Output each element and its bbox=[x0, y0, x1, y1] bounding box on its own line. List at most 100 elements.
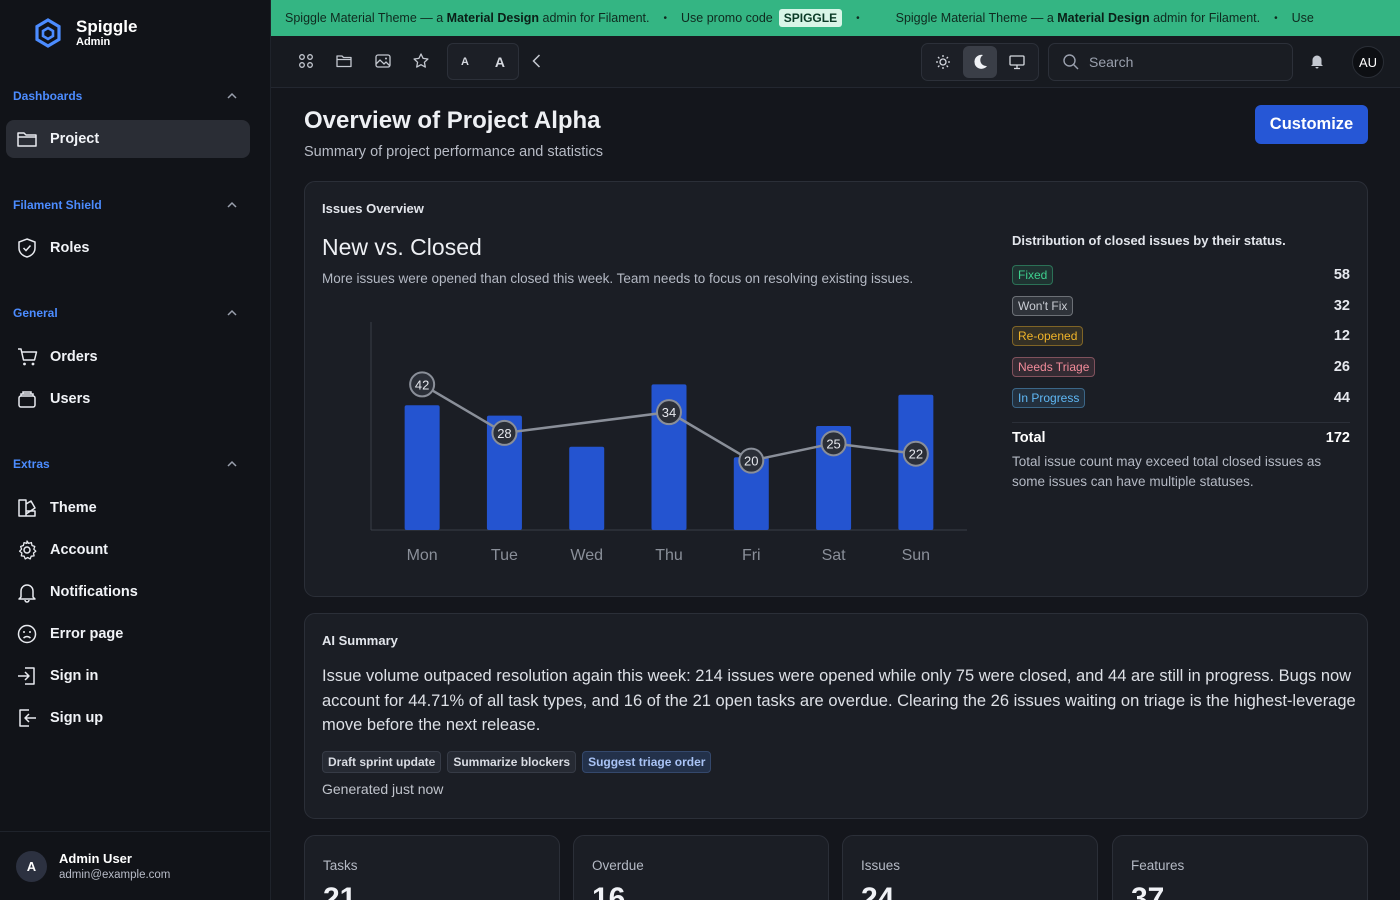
brand-name: Spiggle bbox=[76, 17, 138, 36]
sidebar-item-notifications[interactable]: Notifications bbox=[6, 573, 250, 611]
data-point bbox=[820, 430, 847, 457]
status-row: Needs Triage 26 bbox=[1012, 357, 1350, 378]
monitor-icon bbox=[1009, 55, 1025, 70]
data-label: 22 bbox=[909, 447, 923, 462]
bell-icon[interactable] bbox=[1309, 53, 1325, 69]
status-badge: Won't Fix bbox=[1012, 295, 1074, 316]
series-line-segment bbox=[668, 411, 752, 462]
sidebar-item-label: Roles bbox=[50, 240, 90, 256]
chart-title: New vs. Closed bbox=[322, 234, 482, 260]
search-box bbox=[1048, 43, 1293, 81]
gear-icon bbox=[18, 540, 37, 560]
font-large-button[interactable]: A bbox=[494, 53, 505, 70]
system-mode-button[interactable] bbox=[1000, 46, 1034, 78]
stat-card-issues[interactable]: Issues 24 bbox=[842, 835, 1098, 900]
sidebar-item-theme[interactable]: Theme bbox=[6, 489, 250, 527]
promo-banner[interactable]: Spiggle Material Theme — a Material Desi… bbox=[271, 0, 1400, 36]
user-menu[interactable]: A Admin User admin@example.com bbox=[0, 831, 271, 900]
banner-promo-text: Use promo code bbox=[681, 11, 773, 25]
group-header-general[interactable]: General bbox=[0, 303, 271, 323]
status-row: Won't Fix 32 bbox=[1012, 295, 1350, 316]
group-header-shield[interactable]: Filament Shield bbox=[0, 195, 271, 215]
chevron-left-icon[interactable] bbox=[528, 52, 546, 70]
status-badge: Needs Triage bbox=[1012, 357, 1096, 378]
stat-card-tasks[interactable]: Tasks 21 bbox=[304, 835, 560, 900]
dark-mode-button[interactable] bbox=[963, 46, 997, 78]
grid-icon[interactable] bbox=[297, 52, 315, 70]
banner-tail: Use bbox=[1291, 11, 1314, 25]
page-title: Overview of Project Alpha bbox=[304, 107, 601, 134]
chip-summarize-blockers[interactable]: Summarize blockers bbox=[447, 751, 577, 773]
group-header-extras[interactable]: Extras bbox=[0, 454, 271, 474]
ai-summary-text: Issue volume outpaced resolution again t… bbox=[322, 667, 1356, 734]
sidebar-item-account[interactable]: Account bbox=[6, 531, 250, 569]
data-label: 34 bbox=[662, 405, 676, 420]
x-tick-label: Tue bbox=[491, 547, 518, 564]
star-icon[interactable] bbox=[412, 52, 430, 70]
nav-group-shield: Filament Shield Roles bbox=[0, 195, 271, 267]
stat-label: Tasks bbox=[323, 858, 358, 873]
sidebar-item-project[interactable]: Project bbox=[6, 120, 250, 158]
customize-button[interactable]: Customize bbox=[1255, 105, 1368, 144]
chevron-up-icon[interactable] bbox=[227, 459, 237, 469]
x-tick-label: Mon bbox=[407, 547, 438, 564]
sidebar-item-sign-up[interactable]: Sign up bbox=[6, 699, 250, 737]
ai-summary-card: AI Summary Issue volume outpaced resolut… bbox=[304, 613, 1368, 819]
status-badge: Re-opened bbox=[1012, 326, 1084, 347]
group-header-dashboards[interactable]: Dashboards bbox=[0, 86, 271, 106]
data-point bbox=[902, 440, 929, 467]
image-icon[interactable] bbox=[374, 52, 392, 70]
chip-suggest-triage-order[interactable]: Suggest triage order bbox=[582, 751, 712, 773]
folder-icon[interactable] bbox=[335, 52, 353, 70]
chevron-up-icon[interactable] bbox=[227, 200, 237, 210]
sidebar-item-label: Error page bbox=[50, 626, 124, 642]
sidebar-item-error-page[interactable]: Error page bbox=[6, 615, 250, 653]
status-value: 58 bbox=[1333, 267, 1350, 283]
group-title: Extras bbox=[13, 457, 50, 471]
banner-message: Spiggle Material Theme — a Material Desi… bbox=[285, 11, 650, 25]
issues-overview-card: Issues Overview New vs. Closed More issu… bbox=[304, 181, 1368, 597]
bell-icon bbox=[18, 584, 36, 603]
status-row: Fixed 58 bbox=[1012, 265, 1350, 285]
chevron-up-icon[interactable] bbox=[227, 308, 237, 318]
status-value: 12 bbox=[1333, 328, 1350, 345]
stat-value: 21 bbox=[323, 882, 357, 900]
avatar: A bbox=[16, 850, 47, 882]
stat-card-overdue[interactable]: Overdue 16 bbox=[573, 835, 829, 900]
brand[interactable]: Spiggle Admin bbox=[34, 18, 137, 48]
font-small-button[interactable]: A bbox=[460, 55, 469, 68]
light-mode-button[interactable] bbox=[926, 46, 960, 78]
user-email: admin@example.com bbox=[59, 869, 171, 881]
palette-icon bbox=[18, 499, 36, 517]
data-point bbox=[738, 447, 765, 474]
total-row: Total 172 bbox=[1012, 421, 1350, 446]
distribution-title: Distribution of closed issues by their s… bbox=[1012, 233, 1286, 248]
data-label: 25 bbox=[826, 436, 840, 451]
chevron-up-icon[interactable] bbox=[227, 91, 237, 101]
page-subtitle: Summary of project performance and stati… bbox=[304, 144, 603, 160]
cart-icon bbox=[18, 348, 38, 366]
sidebar-item-roles[interactable]: Roles bbox=[6, 229, 250, 267]
nav-group-dashboards: Dashboards Project bbox=[0, 86, 271, 158]
sidebar-item-label: Account bbox=[50, 542, 108, 558]
group-title: Filament Shield bbox=[13, 198, 102, 212]
status-row: Re-opened 12 bbox=[1012, 326, 1350, 347]
distribution-note: Total issue count may exceed total close… bbox=[1012, 453, 1322, 489]
brand-sub: Admin bbox=[76, 36, 111, 48]
sidebar: Spiggle Admin Dashboards Project Filamen… bbox=[0, 0, 271, 900]
sidebar-item-label: Users bbox=[50, 391, 91, 407]
user-avatar[interactable]: AU bbox=[1352, 46, 1384, 78]
sidebar-item-label: Theme bbox=[50, 500, 97, 516]
chip-draft-sprint-update[interactable]: Draft sprint update bbox=[322, 751, 442, 773]
status-value: 32 bbox=[1333, 297, 1350, 314]
search-input[interactable] bbox=[1089, 54, 1269, 70]
font-size-toggle: A A bbox=[447, 43, 519, 80]
banner-dot: • bbox=[856, 12, 860, 24]
sidebar-item-users[interactable]: Users bbox=[6, 380, 250, 418]
sign-up-icon bbox=[19, 709, 36, 727]
stat-card-features[interactable]: Features 37 bbox=[1112, 835, 1368, 900]
topbar: A A AU bbox=[271, 36, 1400, 88]
sidebar-item-orders[interactable]: Orders bbox=[6, 338, 250, 376]
stat-label: Features bbox=[1131, 858, 1185, 873]
sidebar-item-sign-in[interactable]: Sign in bbox=[6, 657, 250, 695]
